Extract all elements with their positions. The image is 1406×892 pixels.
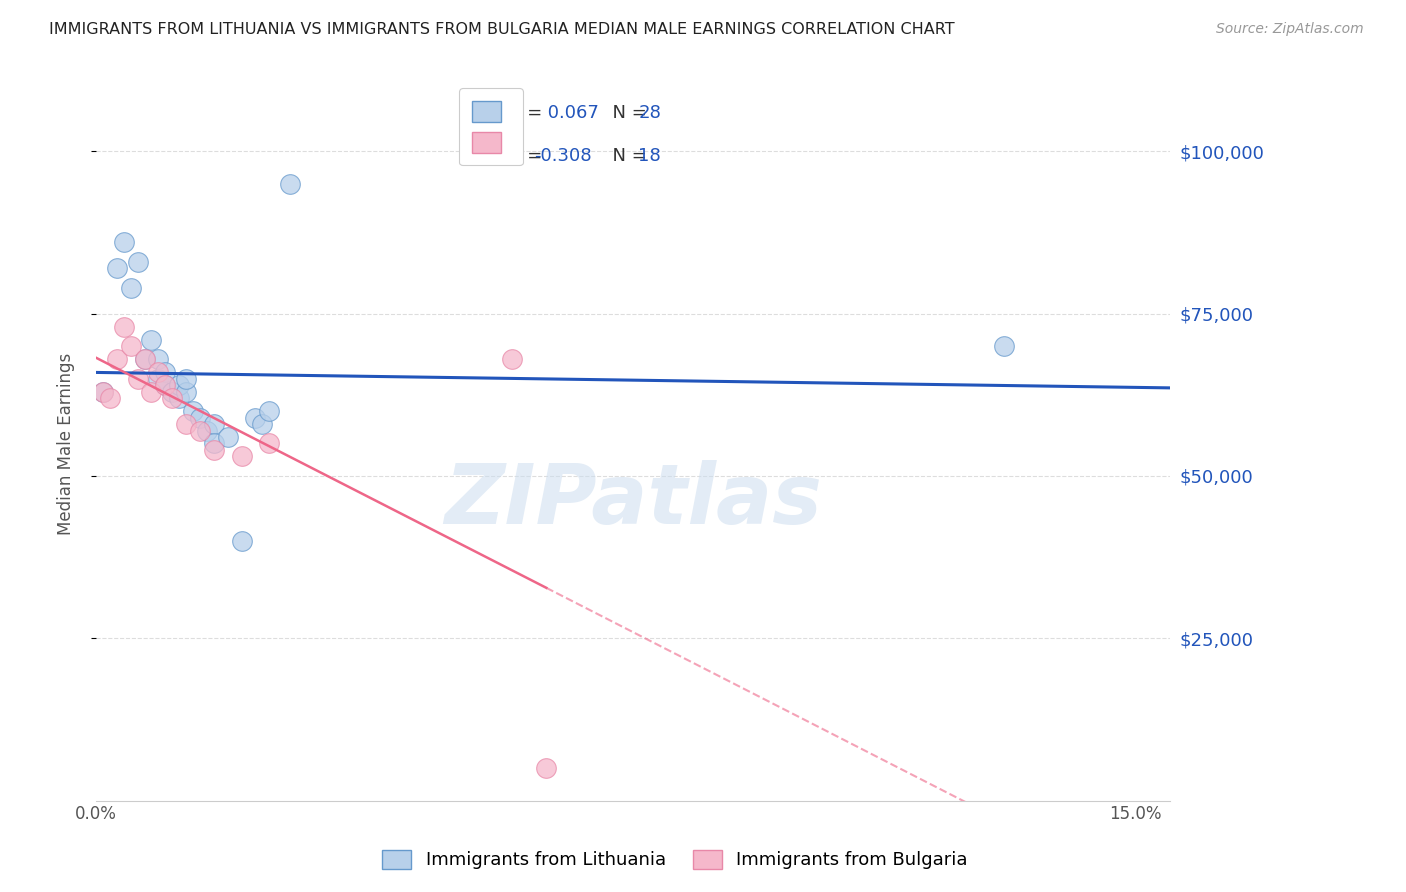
Point <box>195 424 218 438</box>
Point <box>148 352 170 367</box>
Point <box>167 391 190 405</box>
Point <box>127 254 149 268</box>
Point <box>120 280 142 294</box>
Text: 18: 18 <box>638 147 661 165</box>
Point <box>155 378 177 392</box>
Point <box>91 384 114 399</box>
Point <box>993 339 1015 353</box>
Point <box>155 365 177 379</box>
Point <box>105 261 128 276</box>
Text: IMMIGRANTS FROM LITHUANIA VS IMMIGRANTS FROM BULGARIA MEDIAN MALE EARNINGS CORRE: IMMIGRANTS FROM LITHUANIA VS IMMIGRANTS … <box>49 22 955 37</box>
Point <box>112 319 135 334</box>
Point <box>134 352 156 367</box>
Legend: Immigrants from Lithuania, Immigrants from Bulgaria: Immigrants from Lithuania, Immigrants fr… <box>373 841 977 879</box>
Point <box>141 384 163 399</box>
Text: ZIPatlas: ZIPatlas <box>444 460 823 541</box>
Text: 28: 28 <box>638 104 661 122</box>
Point <box>127 371 149 385</box>
Legend: , : , <box>460 88 523 165</box>
Point <box>174 417 197 431</box>
Point <box>160 391 183 405</box>
Point <box>217 430 239 444</box>
Point <box>231 533 253 548</box>
Point <box>252 417 274 431</box>
Point <box>120 339 142 353</box>
Point <box>188 410 211 425</box>
Point <box>91 384 114 399</box>
Point <box>167 378 190 392</box>
Point <box>245 410 267 425</box>
Point <box>174 384 197 399</box>
Point <box>202 436 225 450</box>
Point <box>174 371 197 385</box>
Point <box>155 378 177 392</box>
Point <box>231 450 253 464</box>
Point <box>112 235 135 250</box>
Point <box>278 177 301 191</box>
Text: R =: R = <box>509 104 548 122</box>
Y-axis label: Median Male Earnings: Median Male Earnings <box>58 352 75 534</box>
Point <box>501 352 523 367</box>
Point <box>105 352 128 367</box>
Point <box>98 391 121 405</box>
Point <box>536 761 558 775</box>
Text: N =: N = <box>600 104 652 122</box>
Text: 0.067: 0.067 <box>541 104 599 122</box>
Text: N =: N = <box>600 147 652 165</box>
Point <box>134 352 156 367</box>
Point <box>202 417 225 431</box>
Text: -0.308: -0.308 <box>534 147 592 165</box>
Point <box>160 384 183 399</box>
Text: R =: R = <box>509 147 548 165</box>
Point <box>181 404 204 418</box>
Point <box>257 436 280 450</box>
Point <box>257 404 280 418</box>
Point <box>148 371 170 385</box>
Point <box>202 442 225 457</box>
Point <box>188 424 211 438</box>
Point <box>141 333 163 347</box>
Text: Source: ZipAtlas.com: Source: ZipAtlas.com <box>1216 22 1364 37</box>
Point <box>148 365 170 379</box>
